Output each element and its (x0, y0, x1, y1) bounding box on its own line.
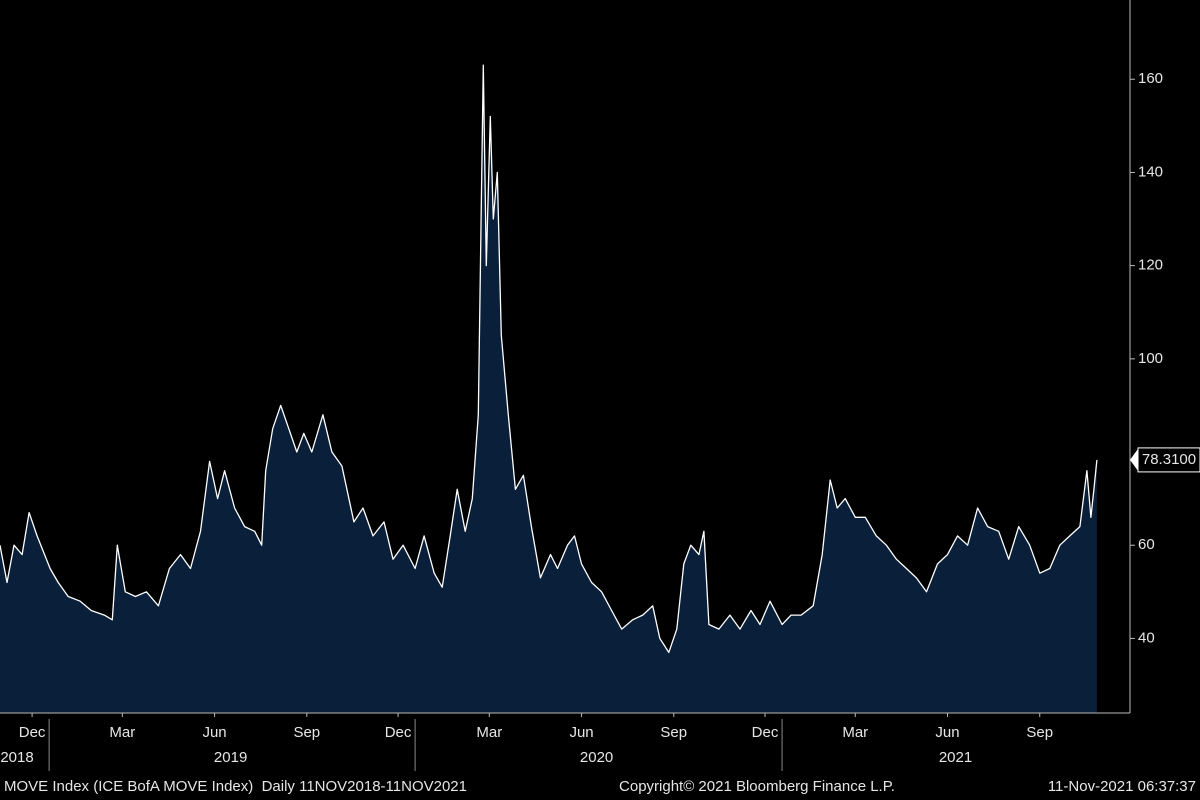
footer-copyright: Copyright© 2021 Bloomberg Finance L.P. (619, 778, 895, 795)
x-tick-label: Mar (476, 724, 502, 741)
footer-series-info: MOVE Index (ICE BofA MOVE Index) Daily 1… (4, 778, 467, 795)
year-label: 2020 (580, 749, 613, 766)
y-tick-label: 160 (1138, 70, 1163, 87)
x-tick-label: Dec (19, 724, 46, 741)
line (0, 64, 1098, 654)
last-value-label: 78.3100 (1142, 451, 1196, 468)
year-label: 2021 (939, 749, 972, 766)
x-tick-label: Jun (569, 724, 593, 741)
x-tick-label: Jun (935, 724, 959, 741)
x-tick-label: Sep (293, 724, 320, 741)
y-tick-label: 60 (1138, 536, 1155, 553)
x-tick-label: Dec (385, 724, 412, 741)
last-value-box (1137, 447, 1200, 473)
x-tick-label: Sep (660, 724, 687, 741)
year-label: 2018 (0, 749, 33, 766)
y-tick-label: 100 (1138, 350, 1163, 367)
y-tick-label: 120 (1138, 257, 1163, 274)
year-label: 2019 (214, 749, 247, 766)
y-tick-label: 40 (1138, 629, 1155, 646)
y-tick-label: 140 (1138, 163, 1163, 180)
footer-timestamp: 11-Nov-2021 06:37:37 (1048, 778, 1196, 795)
last-value-pointer (1130, 448, 1138, 471)
plot-area (0, 64, 1098, 713)
x-tick-label: Dec (752, 724, 779, 741)
x-tick-label: Mar (109, 724, 135, 741)
x-tick-label: Mar (842, 724, 868, 741)
x-tick-label: Sep (1026, 724, 1053, 741)
x-tick-label: Jun (202, 724, 226, 741)
